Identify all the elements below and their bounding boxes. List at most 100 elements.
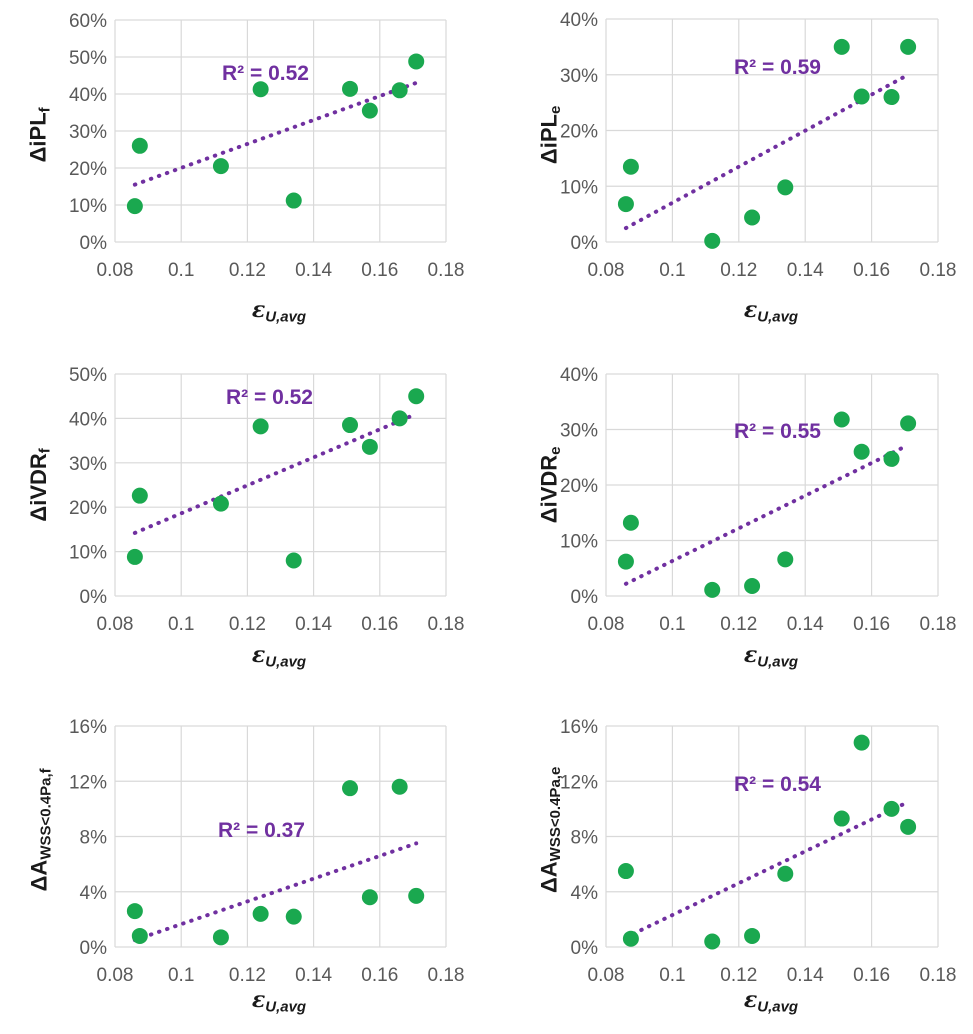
y-tick-label: 0% [571, 938, 599, 959]
data-point [622, 930, 639, 947]
data-point [126, 548, 143, 565]
data-point [342, 417, 359, 434]
y-tick-label: 12% [69, 772, 107, 793]
x-tick-label: 0.16 [853, 614, 890, 635]
data-point [744, 209, 761, 226]
y-tick-label: 30% [560, 421, 598, 442]
y-tick-label: 0% [571, 233, 599, 254]
plot-area: 0.08 0.1 0.12 0.14 0.16 0.18 0% 10% 20% 30% 40% R² … [560, 365, 957, 635]
x-tick-label: 0.14 [787, 614, 824, 635]
r2-label: R² = 0.55 [734, 420, 821, 443]
x-tick-label: 0.16 [853, 260, 890, 281]
x-tick-label: 0.18 [428, 614, 465, 635]
r2-label: R² = 0.54 [734, 773, 821, 796]
data-point [285, 192, 302, 209]
data-point [252, 81, 269, 98]
y-tick-label: 12% [560, 772, 598, 793]
x-tick-label: 0.12 [720, 614, 757, 635]
data-point [777, 179, 794, 196]
data-point [900, 415, 917, 432]
data-point [883, 800, 900, 817]
data-point [361, 438, 378, 455]
x-tick-label: 0.12 [229, 614, 266, 635]
x-tick-label: 0.16 [361, 614, 398, 635]
y-tick-label: 10% [69, 543, 107, 564]
y-tick-label: 30% [560, 66, 598, 87]
x-tick-label: 0.1 [168, 965, 194, 986]
trendline [132, 411, 419, 535]
y-tick-label: 20% [69, 159, 107, 180]
x-axis-label: εU,avg [743, 297, 799, 326]
y-tick-label: 40% [560, 365, 598, 386]
y-tick-label: 40% [69, 85, 107, 106]
chart-ipl-f: ΔiPLf εU,avg 0.08 0.1 0.12 0.14 0.16 0.18 0% 10… [0, 0, 486, 345]
x-axis-label: εU,avg [251, 297, 307, 326]
x-tick-label: 0.14 [295, 260, 332, 281]
y-tick-label: 4% [571, 883, 599, 904]
y-tick-label: 40% [69, 409, 107, 430]
x-tick-label: 0.1 [659, 965, 685, 986]
data-point [361, 102, 378, 119]
x-tick-label: 0.14 [787, 965, 824, 986]
y-tick-label: 0% [80, 587, 108, 608]
data-point [900, 38, 917, 55]
data-point [285, 908, 302, 925]
x-tick-label: 0.08 [97, 260, 134, 281]
y-tick-label: 16% [69, 717, 107, 738]
y-tick-label: 20% [560, 476, 598, 497]
data-point [853, 734, 870, 751]
x-tick-label: 0.1 [168, 260, 194, 281]
y-tick-label: 40% [560, 10, 598, 31]
data-point [131, 137, 148, 154]
data-point [408, 388, 425, 405]
data-point [212, 495, 229, 512]
x-tick-label: 0.08 [588, 965, 625, 986]
data-point [622, 158, 639, 175]
data-point [704, 581, 721, 598]
data-point [131, 927, 148, 944]
data-point [617, 553, 634, 570]
x-tick-label: 0.08 [97, 614, 134, 635]
x-tick-label: 0.14 [295, 614, 332, 635]
data-point [744, 578, 761, 595]
x-tick-label: 0.16 [361, 260, 398, 281]
x-tick-label: 0.12 [720, 260, 757, 281]
data-point [883, 89, 900, 106]
x-tick-label: 0.18 [428, 260, 465, 281]
chart-awss-e: ΔAWSS<0.4Pa,e εU,avg 0.08 0.1 0.12 0.14 0.16… [486, 690, 973, 1034]
data-point [408, 53, 425, 70]
x-tick-label: 0.12 [229, 260, 266, 281]
data-point [212, 929, 229, 946]
x-tick-label: 0.1 [659, 614, 685, 635]
chart-awss-f: ΔAWSS<0.4Pa,f εU,avg 0.08 0.1 0.12 0.14 0.16… [0, 690, 486, 1034]
plot-area: 0.08 0.1 0.12 0.14 0.16 0.18 0% 10% 20% 30% 40% 50%… [69, 365, 465, 635]
data-point [252, 905, 269, 922]
data-point [212, 158, 229, 175]
y-tick-label: 4% [80, 883, 108, 904]
x-tick-label: 0.08 [588, 260, 625, 281]
x-tick-label: 0.08 [97, 965, 134, 986]
x-tick-label: 0.1 [659, 260, 685, 281]
y-tick-label: 10% [560, 532, 598, 553]
data-point [853, 88, 870, 105]
data-point [622, 514, 639, 531]
r2-label: R² = 0.52 [226, 386, 313, 409]
x-axis-label: εU,avg [251, 987, 307, 1016]
x-axis-label: εU,avg [743, 987, 799, 1016]
chart-ivdr-e: ΔiVDRe εU,avg 0.08 0.1 0.12 0.14 0.16 0.18 0% 1… [486, 345, 973, 690]
data-point [361, 889, 378, 906]
y-tick-label: 0% [80, 233, 108, 254]
y-tick-label: 20% [560, 122, 598, 143]
x-tick-label: 0.14 [787, 260, 824, 281]
data-point [777, 865, 794, 882]
data-point [391, 410, 408, 427]
y-tick-label: 10% [560, 177, 598, 198]
y-tick-label: 50% [69, 365, 107, 386]
chart-ipl-e: ΔiPLe εU,avg 0.08 0.1 0.12 0.14 0.16 0.18 0% 10… [486, 0, 973, 345]
data-point [131, 487, 148, 504]
x-tick-label: 0.14 [295, 965, 332, 986]
x-tick-label: 0.16 [853, 965, 890, 986]
x-axis-label: εU,avg [251, 642, 307, 671]
trendline [623, 443, 911, 586]
data-point [833, 411, 850, 428]
